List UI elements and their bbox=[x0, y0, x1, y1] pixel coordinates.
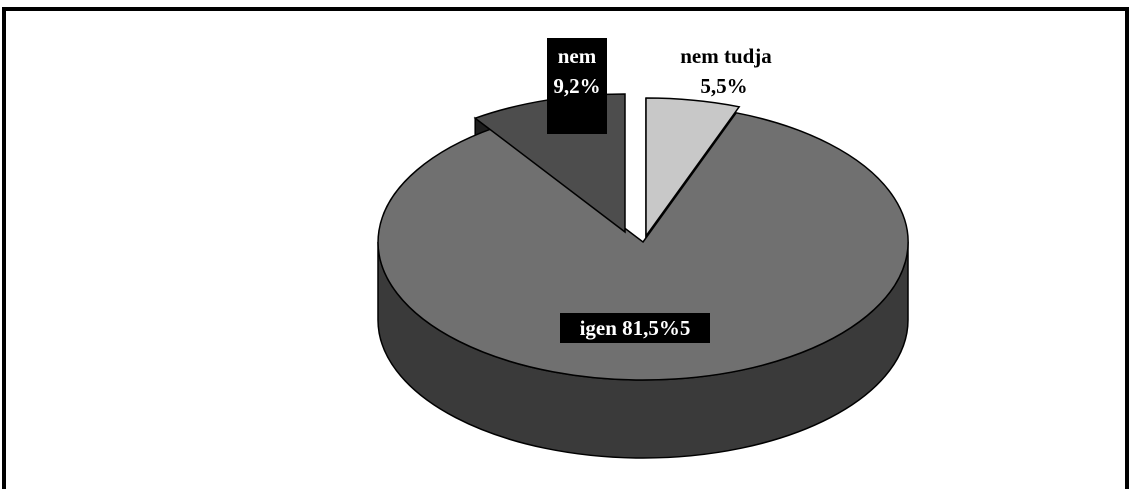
slice-label-igen: igen 81,5%5 bbox=[580, 316, 691, 340]
slice-label-nem-line1: nem bbox=[558, 44, 597, 68]
slice-label-nem-line2: 9,2% bbox=[553, 74, 600, 98]
slice-top-0 bbox=[377, 111, 909, 381]
slice-label-nem-tudja-line1: nem tudja bbox=[680, 44, 772, 68]
slice-top-2 bbox=[645, 97, 741, 239]
label-bg-nem bbox=[547, 38, 607, 134]
slice-label-nem-tudja-line2: 5,5% bbox=[700, 74, 747, 98]
label-bg-igen bbox=[560, 313, 710, 343]
pie-slices bbox=[377, 93, 909, 381]
chart-frame bbox=[2, 7, 1129, 489]
